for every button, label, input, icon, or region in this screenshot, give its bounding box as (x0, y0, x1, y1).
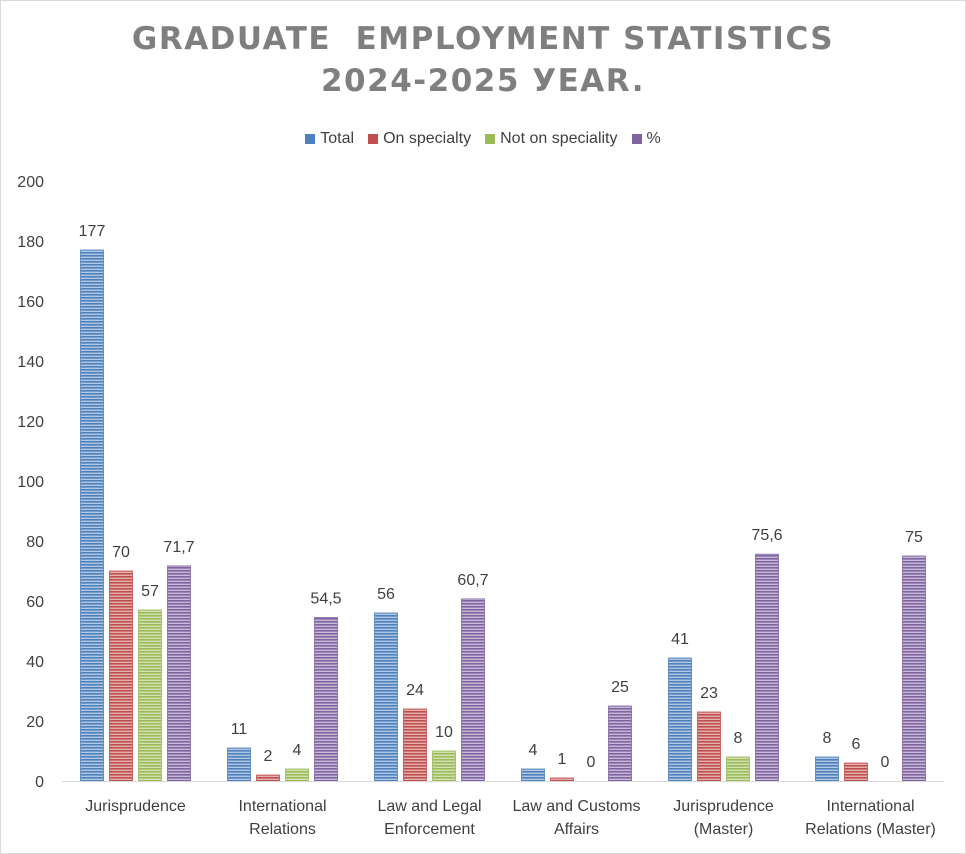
y-axis: 0 20 40 60 80 100 120 140 160 180 200 (17, 174, 44, 791)
bar--2 (461, 598, 485, 782)
y-tick-label: 40 (26, 654, 44, 671)
data-label: 75,6 (751, 527, 782, 544)
data-label: 11 (231, 721, 248, 738)
chart-title: GRADUATE EMPLOYMENT STATISTICS 2024-2025… (0, 18, 966, 102)
bar-not-on-speciality-2 (432, 750, 456, 782)
bar-on-specialty-4 (697, 711, 721, 782)
data-label: 4 (293, 742, 302, 759)
x-tick-label: International (238, 798, 326, 815)
legend-label-percent: % (646, 130, 661, 147)
legend-swatch-percent (631, 134, 642, 144)
legend-swatch-on-specialty (368, 134, 379, 144)
x-tick-label: International (826, 798, 914, 815)
y-tick-label: 160 (17, 294, 44, 311)
data-label: 75 (905, 529, 923, 546)
data-label: 57 (141, 583, 159, 600)
bar--4 (755, 553, 779, 782)
legend-swatch-total (305, 134, 316, 144)
legend-item-total: Total (305, 130, 354, 148)
legend-label-on-specialty: On specialty (383, 130, 472, 147)
data-label: 41 (671, 631, 689, 648)
x-tick-label: Enforcement (384, 821, 475, 838)
x-tick-label: Affairs (554, 821, 599, 838)
data-label: 71,7 (163, 539, 194, 556)
chart-title-line-1: GRADUATE EMPLOYMENT STATISTICS (131, 21, 835, 57)
data-label: 4 (529, 742, 538, 759)
data-label: 56 (377, 586, 395, 603)
bar--3 (608, 705, 632, 782)
legend-swatch-not-on-speciality (485, 134, 496, 144)
data-label: 23 (700, 685, 718, 702)
data-label: 10 (435, 724, 453, 741)
bar-total-1 (227, 747, 251, 782)
data-label: 8 (823, 730, 832, 747)
data-label: 177 (79, 223, 106, 240)
y-tick-label: 0 (35, 774, 44, 791)
data-label: 60,7 (457, 572, 488, 589)
bars (80, 249, 926, 782)
y-tick-label: 120 (17, 414, 44, 431)
x-tick-label: Law and Legal (377, 798, 481, 815)
bar-on-specialty-5 (844, 762, 868, 782)
data-label: 24 (406, 682, 424, 699)
x-tick-label: Law and Customs (512, 798, 640, 815)
bar-on-specialty-2 (403, 708, 427, 782)
y-tick-label: 60 (26, 594, 44, 611)
bar-total-4 (668, 657, 692, 782)
data-label: 25 (611, 679, 629, 696)
bar-on-specialty-1 (256, 774, 280, 782)
x-tick-label: Jurisprudence (673, 798, 774, 815)
data-label: 1 (558, 751, 567, 768)
bar-total-2 (374, 612, 398, 782)
bar--1 (314, 617, 338, 782)
legend-label-not-on-speciality: Not on speciality (500, 130, 618, 147)
data-label: 2 (264, 748, 273, 765)
legend-item-not-on-speciality: Not on speciality (485, 130, 618, 148)
bar-not-on-speciality-0 (138, 609, 162, 782)
data-label: 0 (587, 754, 596, 771)
x-tick-label: Relations (Master) (805, 821, 936, 838)
legend-label-total: Total (320, 130, 355, 147)
bar-total-0 (80, 249, 104, 782)
data-label: 0 (881, 754, 890, 771)
bar--0 (167, 565, 191, 782)
bar-total-5 (815, 756, 839, 782)
bar-not-on-speciality-1 (285, 768, 309, 782)
y-tick-label: 80 (26, 534, 44, 551)
bar--5 (902, 555, 926, 782)
bar-total-3 (521, 768, 545, 782)
bar-not-on-speciality-4 (726, 756, 750, 782)
y-tick-label: 200 (17, 174, 44, 191)
y-tick-label: 100 (17, 474, 44, 491)
data-label: 6 (852, 736, 861, 753)
x-tick-label: (Master) (694, 821, 754, 838)
legend-item-on-specialty: On specialty (368, 130, 471, 148)
y-tick-label: 180 (17, 234, 44, 251)
x-axis: Jurisprudence International Relations Law a… (62, 781, 944, 838)
data-label: 54,5 (310, 591, 341, 608)
bar-on-specialty-0 (109, 570, 133, 782)
y-tick-label: 140 (17, 354, 44, 371)
bar-on-specialty-3 (550, 777, 574, 782)
data-label: 8 (734, 730, 743, 747)
y-tick-label: 20 (26, 714, 44, 731)
chart-legend: Total On specialty Not on speciality % (0, 130, 966, 148)
data-label: 70 (112, 544, 130, 561)
chart-title-line-2: 2024-2025 УEAR. (320, 63, 645, 99)
x-tick-label: Relations (249, 821, 316, 838)
legend-item-percent: % (631, 130, 661, 148)
x-tick-label: Jurisprudence (85, 798, 186, 815)
